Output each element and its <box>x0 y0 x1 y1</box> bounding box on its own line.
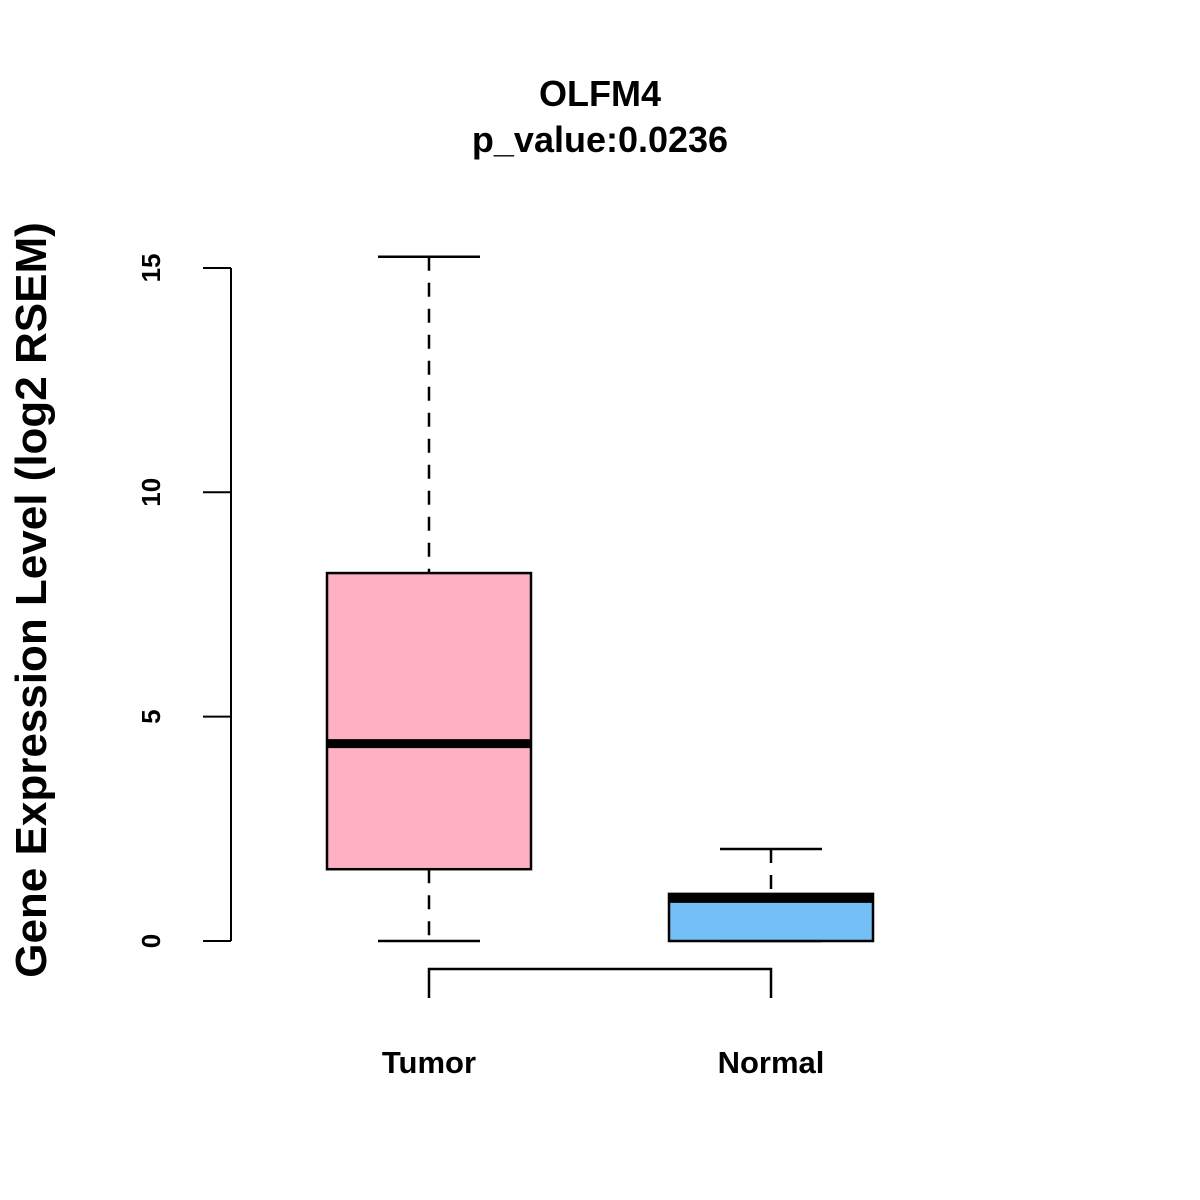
y-tick-label: 0 <box>136 934 166 948</box>
y-axis-label: Gene Expression Level (log2 RSEM) <box>7 222 56 978</box>
x-category-label-normal: Normal <box>718 1045 825 1080</box>
y-tick-label: 15 <box>136 253 166 282</box>
y-tick-label: 5 <box>136 709 166 723</box>
x-axis-labels: Tumor Normal <box>382 1045 824 1080</box>
box-group <box>325 255 875 943</box>
chart-subtitle: p_value:0.0236 <box>472 119 728 160</box>
iqr-box <box>325 571 533 871</box>
y-axis: 0 5 10 15 <box>136 253 232 948</box>
box-tumor <box>325 255 533 943</box>
chart-title: OLFM4 <box>539 73 661 114</box>
y-tick-label: 10 <box>136 478 166 507</box>
box-normal <box>667 847 875 943</box>
bracket-line <box>427 967 773 998</box>
comparison-bracket <box>427 967 773 998</box>
x-category-label-tumor: Tumor <box>382 1045 476 1080</box>
